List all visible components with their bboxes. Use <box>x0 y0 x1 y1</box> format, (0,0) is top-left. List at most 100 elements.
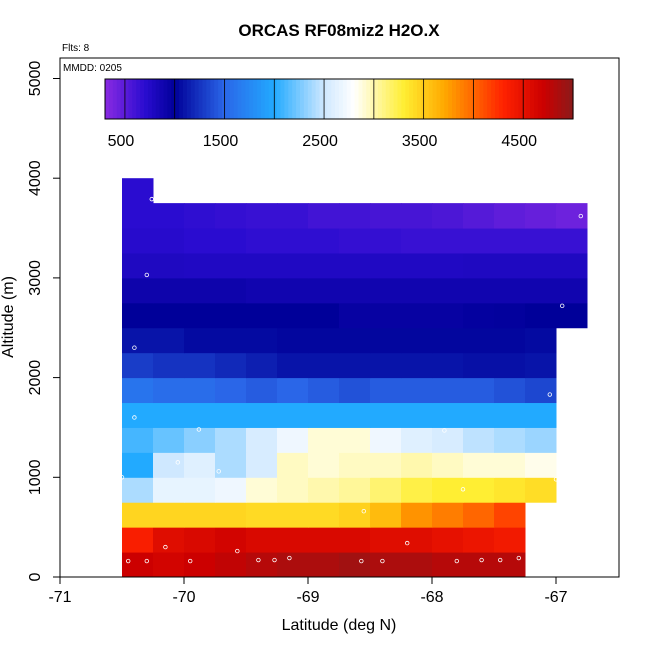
colorbar-segment <box>541 79 547 119</box>
flight-point <box>216 469 221 474</box>
colorbar-segment <box>456 79 461 119</box>
heatmap-cell <box>184 402 247 428</box>
flight-point <box>405 540 410 546</box>
heatmap-cell <box>215 327 247 354</box>
colorbar-segment <box>420 79 426 119</box>
heatmap-cell <box>463 502 495 528</box>
heatmap-cells <box>122 178 588 578</box>
colorbar-segment <box>167 79 172 119</box>
heatmap-cell <box>246 377 278 404</box>
colorbar-segment <box>440 79 445 119</box>
heatmap-cell <box>556 228 588 254</box>
colorbar-segment <box>479 79 484 119</box>
heatmap-cell <box>215 228 247 254</box>
heatmap-cell <box>308 427 340 453</box>
heatmap-cell <box>339 302 371 329</box>
heatmap-cell <box>339 252 371 279</box>
colorbar-segment <box>389 79 395 119</box>
heatmap-cell <box>370 402 433 428</box>
flight-point <box>380 558 385 564</box>
colorbar-segment <box>147 79 153 119</box>
heatmap-cell <box>308 402 371 428</box>
colorbar-segment <box>327 79 332 119</box>
y-tick-label: 3000 <box>27 260 44 296</box>
heatmap-cell <box>339 427 371 453</box>
heatmap-cell <box>370 327 402 354</box>
x-axis: -71 -70 -69 -68 -67 <box>48 577 568 606</box>
heatmap-cell <box>370 452 402 478</box>
y-tick-label: 0 <box>27 572 44 581</box>
heatmap-cell <box>122 178 154 204</box>
colorbar-segment <box>300 79 305 119</box>
heatmap-cell <box>246 477 278 503</box>
heatmap-cell <box>432 203 464 229</box>
heatmap-cell <box>215 427 247 453</box>
heatmap-cell <box>122 527 154 553</box>
colorbar-segment <box>210 79 215 119</box>
heatmap-cell <box>122 402 185 428</box>
colorbar-segment <box>393 79 399 119</box>
y-tick-label: 1000 <box>27 459 44 495</box>
heatmap-cell <box>432 477 464 503</box>
colorbar-segment <box>385 79 391 119</box>
heatmap-cell <box>122 327 154 354</box>
colorbar-segment <box>452 79 457 119</box>
colorbar-segment <box>241 79 246 119</box>
date-annotation: MMDD: 0205 <box>63 63 122 74</box>
flight-point <box>516 555 521 561</box>
colorbar-segment <box>487 79 492 119</box>
heatmap-cell <box>122 302 154 329</box>
colorbar-segment <box>120 79 126 119</box>
colorbar-tick-label: 2500 <box>302 133 338 150</box>
heatmap-cell <box>494 377 526 404</box>
colorbar-segment <box>553 79 558 119</box>
colorbar-segment <box>315 79 321 119</box>
colorbar-segment <box>335 79 340 119</box>
colorbar-segment <box>502 79 508 119</box>
heatmap-cell <box>308 277 340 304</box>
heatmap-cell <box>215 252 247 279</box>
heatmap-cell <box>401 203 433 229</box>
heatmap-cell <box>184 228 216 254</box>
heatmap-cell <box>463 203 495 229</box>
heatmap-cell <box>494 302 526 329</box>
colorbar-segment <box>323 79 328 119</box>
heatmap-cell <box>308 552 340 578</box>
colorbar-segment <box>151 79 157 119</box>
colorbar-segment <box>475 79 480 119</box>
heatmap-cell <box>277 203 309 229</box>
heatmap-cell <box>246 502 309 528</box>
colorbar-segment <box>346 79 352 119</box>
y-axis: 0 1000 2000 3000 4000 5000 <box>27 61 60 581</box>
colorbar-segment <box>257 79 262 119</box>
heatmap-cell <box>339 552 371 578</box>
y-axis-label: Altitude (m) <box>0 276 17 358</box>
colorbar-segment <box>206 79 211 119</box>
flight-point <box>119 475 125 480</box>
heatmap-cell <box>122 552 154 578</box>
colorbar-segment <box>526 79 531 119</box>
heatmap-cell <box>556 252 588 279</box>
colorbar-segment <box>229 79 235 119</box>
heatmap-cell <box>370 377 402 404</box>
flight-points <box>117 196 583 564</box>
heatmap-cell <box>184 527 216 553</box>
colorbar-segment <box>545 79 551 119</box>
flight-point <box>132 345 137 350</box>
heatmap-cell <box>432 502 464 528</box>
heatmap-cell <box>463 377 495 404</box>
colorbar-segment <box>225 79 231 119</box>
flight-point <box>132 415 137 420</box>
flight-point <box>196 427 202 432</box>
colorbar-segment <box>413 79 418 119</box>
heatmap-cell <box>184 552 216 578</box>
colorbar-segment <box>132 79 137 119</box>
colorbar-segment <box>163 79 168 119</box>
heatmap-cell <box>401 552 433 578</box>
colorbar-segment <box>378 79 383 119</box>
heatmap-cell <box>277 427 309 453</box>
x-tick-label: -69 <box>296 589 319 606</box>
heatmap-cell <box>339 203 371 229</box>
colorbar-segment <box>136 79 141 119</box>
heatmap-cell <box>153 228 185 254</box>
